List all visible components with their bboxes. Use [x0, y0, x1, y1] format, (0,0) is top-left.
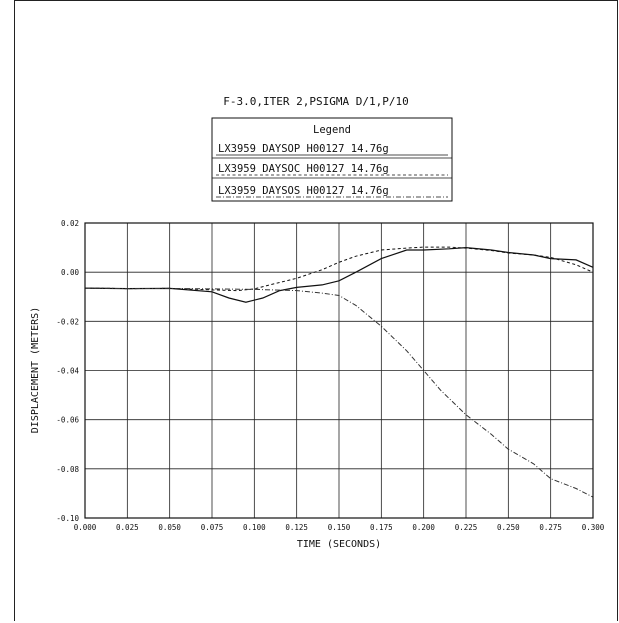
- plot-area: 0.000 0.025 0.050 0.075 0.100 0.125 0.150 0.175…: [56, 219, 604, 532]
- grid: [84, 222, 594, 519]
- x-tick-label: 0.125: [285, 523, 308, 532]
- x-tick-label: 0.250: [497, 523, 520, 532]
- legend-entry: LX3959 DAYSOP H00127 14.76g: [218, 143, 389, 155]
- series-layer: [84, 246, 594, 498]
- chart-title: F-3.0,ITER 2,PSIGMA D/1,P/10: [223, 95, 408, 108]
- x-tick-label: 0.150: [328, 523, 351, 532]
- x-tick-label: 0.025: [116, 523, 139, 532]
- y-tick-label: -0.02: [56, 317, 79, 326]
- x-tick-label: 0.225: [455, 523, 478, 532]
- series-line-1: [84, 246, 594, 303]
- legend: Legend LX3959 DAYSOP H00127 14.76gLX3959…: [211, 117, 453, 202]
- x-axis-label: TIME (SECONDS): [297, 539, 381, 550]
- y-tick-label: -0.06: [56, 416, 79, 425]
- x-tick-label: 0.075: [201, 523, 224, 532]
- series-line-2: [84, 246, 594, 292]
- y-tick-label: -0.10: [56, 514, 79, 523]
- x-tick-label: 0.000: [74, 523, 97, 532]
- y-tick-labels: 0.02 0.00 -0.02 -0.04 -0.06 -0.08 -0.10: [56, 219, 79, 523]
- y-tick-label: -0.08: [56, 465, 79, 474]
- legend-box: [211, 117, 453, 202]
- x-tick-label: 0.275: [539, 523, 562, 532]
- x-tick-label: 0.200: [412, 523, 435, 532]
- legend-entry: LX3959 DAYSOC H00127 14.76g: [218, 163, 389, 175]
- series-line-3: [84, 287, 594, 498]
- plot-border: [84, 222, 594, 519]
- y-tick-label: 0.00: [61, 268, 80, 277]
- page-frame: [14, 0, 618, 621]
- legend-title: Legend: [313, 124, 351, 136]
- y-tick-label: -0.04: [56, 367, 79, 376]
- y-tick-label: 0.02: [61, 219, 79, 228]
- legend-entry: LX3959 DAYSOS H00127 14.76g: [218, 185, 389, 197]
- x-tick-label: 0.300: [582, 523, 605, 532]
- x-tick-label: 0.100: [243, 523, 266, 532]
- x-tick-labels: 0.000 0.025 0.050 0.075 0.100 0.125 0.150 0.175…: [74, 523, 605, 532]
- y-axis-label: DISPLACEMENT (METERS): [30, 307, 41, 433]
- x-tick-label: 0.050: [158, 523, 181, 532]
- x-tick-label: 0.175: [370, 523, 393, 532]
- legend-entries: LX3959 DAYSOP H00127 14.76g LX3959 DAYSOC…: [216, 143, 448, 198]
